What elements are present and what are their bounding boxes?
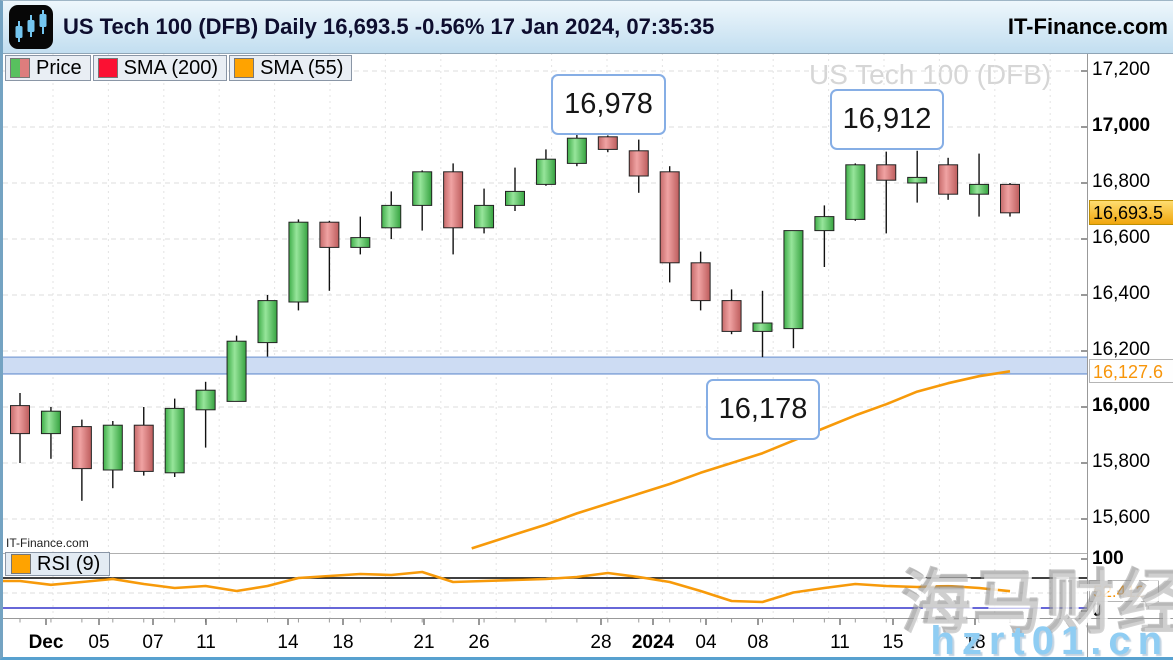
x-axis-label: 05 [88, 632, 110, 653]
y-axis-label: 16,400 [1092, 283, 1151, 304]
x-axis-label: 04 [695, 632, 717, 653]
x-axis-label: 08 [747, 632, 769, 653]
candle [381, 204, 402, 229]
candle [721, 300, 742, 332]
sma55-swatch-icon [234, 58, 255, 78]
chart-canvas[interactable] [3, 1, 1173, 660]
cn-watermark: 海马财经 [901, 564, 1173, 642]
y-axis-label: 15,600 [1092, 507, 1151, 528]
x-axis-label: 26 [468, 632, 490, 653]
x-axis-label: 2024 [631, 632, 675, 653]
rsi-axis-max-label: 100 [1092, 548, 1124, 569]
rsi-value-badge: 52.412 [1089, 580, 1159, 603]
itfinance-small-watermark: IT-Finance.com [6, 536, 89, 550]
sma200-swatch-icon [97, 58, 118, 78]
price-annotation: 16,978 [551, 74, 666, 135]
y-axis-label: 16,000 [1092, 395, 1151, 416]
candle [907, 176, 928, 184]
price-swatch-icon [10, 58, 30, 78]
candle [195, 389, 216, 411]
candle [597, 136, 618, 150]
candle [505, 190, 525, 206]
site-watermark: hzrt01.cn [930, 619, 1169, 660]
x-axis-label: Dec [28, 632, 64, 653]
candle [1000, 183, 1020, 214]
legend-label-sma55: SMA (55) [260, 56, 344, 79]
legend-item-sma55[interactable]: SMA (55) [229, 55, 353, 81]
candle [783, 230, 804, 330]
support-band [3, 357, 1087, 374]
rsi-swatch-icon [11, 554, 31, 574]
candlestick-logo-icon [9, 5, 53, 49]
legend-label-rsi: RSI (9) [37, 552, 101, 575]
y-axis-label: 16,200 [1092, 339, 1151, 360]
chart-title: US Tech 100 (DFB) Daily 16,693.5 -0.56% … [63, 14, 715, 39]
candle [845, 164, 866, 220]
candle [969, 183, 990, 195]
rsi-axis-min-label: 0 [1092, 600, 1103, 621]
price-annotation: 16,912 [830, 89, 944, 150]
candle [938, 164, 959, 195]
price-annotation: 16,178 [706, 379, 820, 440]
y-axis-label: 17,200 [1092, 59, 1151, 80]
candle [102, 424, 123, 471]
candle [659, 171, 680, 264]
candle [350, 237, 371, 248]
candle [412, 171, 433, 206]
header-bar: US Tech 100 (DFB) Daily 16,693.5 -0.56% … [3, 1, 1173, 54]
candle [133, 424, 154, 472]
candle [566, 137, 587, 164]
candle [443, 171, 464, 229]
brand-link[interactable]: IT-Finance.com [1007, 14, 1168, 39]
y-axis-label: 15,800 [1092, 451, 1151, 472]
y-axis-label: 16,600 [1092, 227, 1151, 248]
last-price-badge: 16,693.5 [1089, 200, 1173, 226]
y-axis-label: 17,000 [1092, 115, 1151, 136]
chart-watermark: US Tech 100 (DFB) [809, 59, 1052, 90]
x-axis-label: 21 [413, 632, 435, 653]
candle [164, 407, 185, 474]
candle [226, 340, 247, 402]
x-axis-label: 11 [830, 632, 850, 653]
y-axis-label: 16,800 [1092, 171, 1151, 192]
legend-item-price[interactable]: Price [5, 55, 91, 81]
candle [535, 158, 556, 185]
x-axis-label: 11 [196, 632, 216, 653]
rsi-line [3, 570, 1011, 604]
candle [690, 262, 711, 302]
sma55-value-badge: 16,127.6 [1089, 359, 1173, 384]
sma55-line [471, 370, 1011, 550]
candle [319, 221, 340, 248]
x-axis-label: 28 [590, 632, 612, 653]
x-axis-label: 15 [882, 632, 904, 653]
legend-label-sma200: SMA (200) [123, 56, 219, 79]
candle [814, 216, 835, 232]
legend-label-price: Price [36, 56, 82, 79]
x-axis-label: 18 [332, 632, 354, 653]
legend-item-sma200[interactable]: SMA (200) [92, 55, 228, 81]
legend-bar: Price SMA (200) SMA (55) [5, 55, 353, 81]
candle [10, 405, 30, 435]
candle [752, 322, 773, 332]
candle [288, 221, 309, 303]
candle [628, 150, 649, 177]
candle [71, 426, 92, 470]
candle [257, 300, 278, 344]
x-axis-label: 07 [142, 632, 164, 653]
candle [876, 164, 897, 181]
x-axis-label: 18 [964, 632, 986, 653]
legend-item-rsi[interactable]: RSI (9) [5, 552, 111, 576]
candle [40, 410, 61, 435]
candle [474, 204, 495, 229]
x-axis-label: 14 [277, 632, 299, 653]
